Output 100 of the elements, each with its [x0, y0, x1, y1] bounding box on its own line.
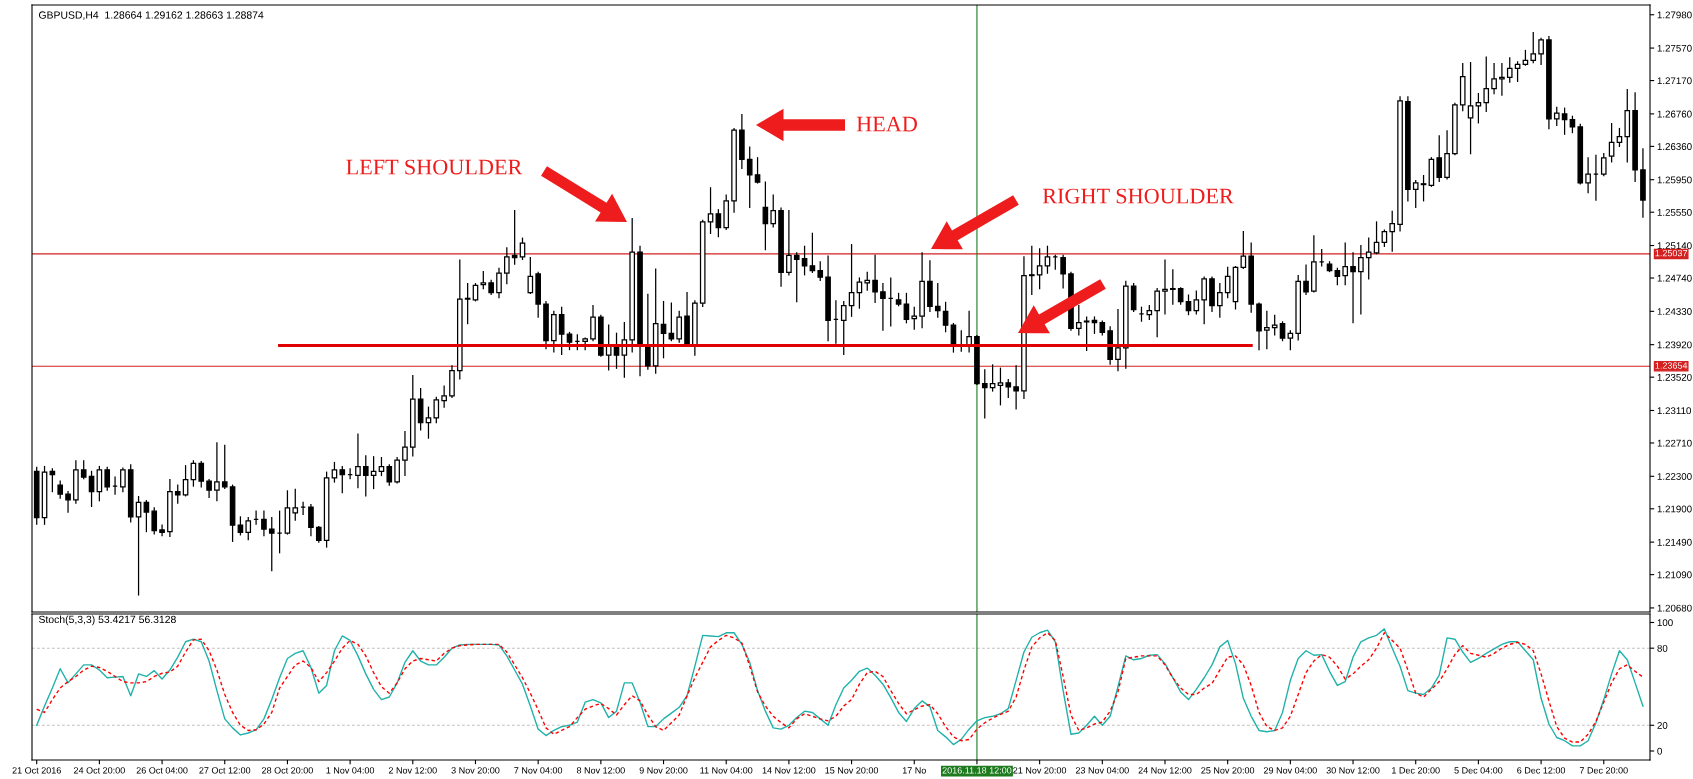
- candlestick: [1499, 62, 1505, 96]
- x-tick-label: 23 Nov 04:00: [1075, 767, 1129, 774]
- x-tick-label: 24 Oct 20:00: [73, 767, 125, 774]
- candlestick: [1342, 242, 1349, 286]
- candlestick: [981, 369, 988, 419]
- y-tick-label: 1.22710: [1657, 439, 1692, 447]
- candlestick: [120, 467, 126, 493]
- candlestick: [1115, 309, 1121, 372]
- candlestick: [1170, 269, 1176, 305]
- y-tick-label: 1.25950: [1657, 176, 1692, 184]
- candlestick: [182, 465, 189, 497]
- y-tick-label: 1.26360: [1657, 143, 1692, 151]
- candlestick: [527, 257, 534, 295]
- candlestick: [355, 433, 361, 489]
- y-tick-label: 1.21490: [1657, 538, 1692, 546]
- candlestick: [339, 465, 346, 494]
- x-tick-label: 24 Nov 12:00: [1138, 767, 1192, 774]
- candlestick: [1287, 330, 1294, 351]
- candlestick: [1271, 314, 1278, 336]
- candlestick: [809, 232, 816, 273]
- candlestick: [1561, 107, 1568, 135]
- y-tick-label: 1.23520: [1657, 373, 1692, 381]
- candlestick: [1162, 259, 1168, 315]
- y-tick-label: 1.21090: [1657, 571, 1692, 579]
- ref-line-label: 1.25037: [1655, 249, 1688, 257]
- candlestick: [464, 283, 471, 325]
- candlestick: [1193, 290, 1200, 315]
- candlestick: [786, 209, 792, 276]
- candlestick: [433, 396, 440, 424]
- candlestick: [496, 267, 502, 299]
- candlestick: [441, 385, 447, 408]
- x-tick-label: 7 Nov 04:00: [514, 767, 563, 774]
- annotation: RIGHT SHOULDER: [1042, 188, 1234, 204]
- candlestick: [1412, 179, 1419, 208]
- candlestick: [1467, 62, 1474, 155]
- candlestick: [668, 302, 675, 342]
- candlestick: [214, 442, 220, 502]
- candlestick: [1444, 130, 1450, 180]
- annotation: HEAD: [856, 116, 917, 132]
- candlestick: [394, 456, 400, 484]
- candlestick: [1358, 244, 1364, 315]
- candlestick: [135, 495, 142, 596]
- candlestick: [1585, 157, 1591, 194]
- x-tick-label: 14 Nov 12:00: [762, 767, 816, 774]
- x-tick-label: 26 Oct 04:00: [136, 767, 188, 774]
- candlestick: [159, 524, 165, 537]
- candlestick: [746, 146, 753, 208]
- y-tick-label: 1.21900: [1657, 505, 1692, 513]
- candlestick: [1530, 32, 1537, 64]
- x-tick-label: 21 Nov 20:00: [1013, 767, 1067, 774]
- candlestick: [715, 209, 722, 238]
- candlestick: [151, 507, 158, 535]
- candlestick: [1506, 57, 1513, 83]
- x-tick-label: 1 Dec 20:00: [1392, 767, 1440, 774]
- y-tick-label: 1.25140: [1657, 242, 1692, 250]
- candlestick: [1389, 210, 1396, 252]
- candlestick: [143, 500, 150, 533]
- y-tick-label: 1.24330: [1657, 308, 1692, 315]
- x-tick-label: 29 Nov 04:00: [1263, 767, 1317, 774]
- y-tick-label: 1.20680: [1657, 604, 1692, 612]
- candlestick: [1608, 123, 1615, 163]
- candlestick: [104, 466, 111, 491]
- candlestick: [1420, 175, 1427, 202]
- candlestick: [198, 461, 205, 488]
- candlestick: [934, 283, 941, 318]
- candlestick: [1154, 287, 1160, 338]
- candlestick: [880, 283, 886, 331]
- candlestick: [261, 510, 267, 537]
- candlestick: [1083, 316, 1090, 351]
- candlestick: [245, 517, 252, 541]
- x-tick-label: 6 Dec 12:00: [1517, 767, 1566, 774]
- candlestick: [1279, 321, 1286, 342]
- x-tick-label: 2016.11.18 12:00: [942, 767, 1012, 774]
- x-tick-label: 27 Oct 12:00: [199, 767, 251, 774]
- x-tick-label: 5 Dec 04:00: [1454, 767, 1503, 774]
- candlestick: [1483, 56, 1490, 113]
- candlestick: [519, 237, 526, 260]
- candlestick: [1365, 237, 1372, 280]
- candlestick: [1538, 37, 1544, 65]
- candlestick: [1350, 252, 1356, 324]
- candlestick: [1060, 254, 1066, 289]
- candlestick: [1224, 266, 1231, 299]
- y-tick-label: 0: [1657, 747, 1662, 755]
- candlestick: [65, 491, 71, 513]
- candlestick: [308, 504, 314, 537]
- y-tick-label: 1.24740: [1657, 274, 1692, 282]
- y-tick-label: 1.27980: [1657, 11, 1692, 19]
- candlestick: [770, 194, 777, 228]
- candlestick: [1436, 135, 1443, 182]
- ref-line-label: 1.23654: [1655, 362, 1688, 369]
- x-tick-label: 7 Dec 20:00: [1579, 767, 1628, 774]
- y-tick-label: 1.27170: [1657, 77, 1692, 85]
- candlestick: [504, 247, 510, 285]
- x-tick-label: 3 Nov 20:00: [451, 767, 500, 774]
- candlestick: [558, 306, 565, 356]
- x-tick-label: 28 Oct 20:00: [262, 767, 313, 774]
- candlestick: [997, 367, 1004, 406]
- candlestick: [1491, 62, 1497, 95]
- y-tick-label: 1.25550: [1657, 208, 1692, 216]
- candlestick: [511, 209, 518, 265]
